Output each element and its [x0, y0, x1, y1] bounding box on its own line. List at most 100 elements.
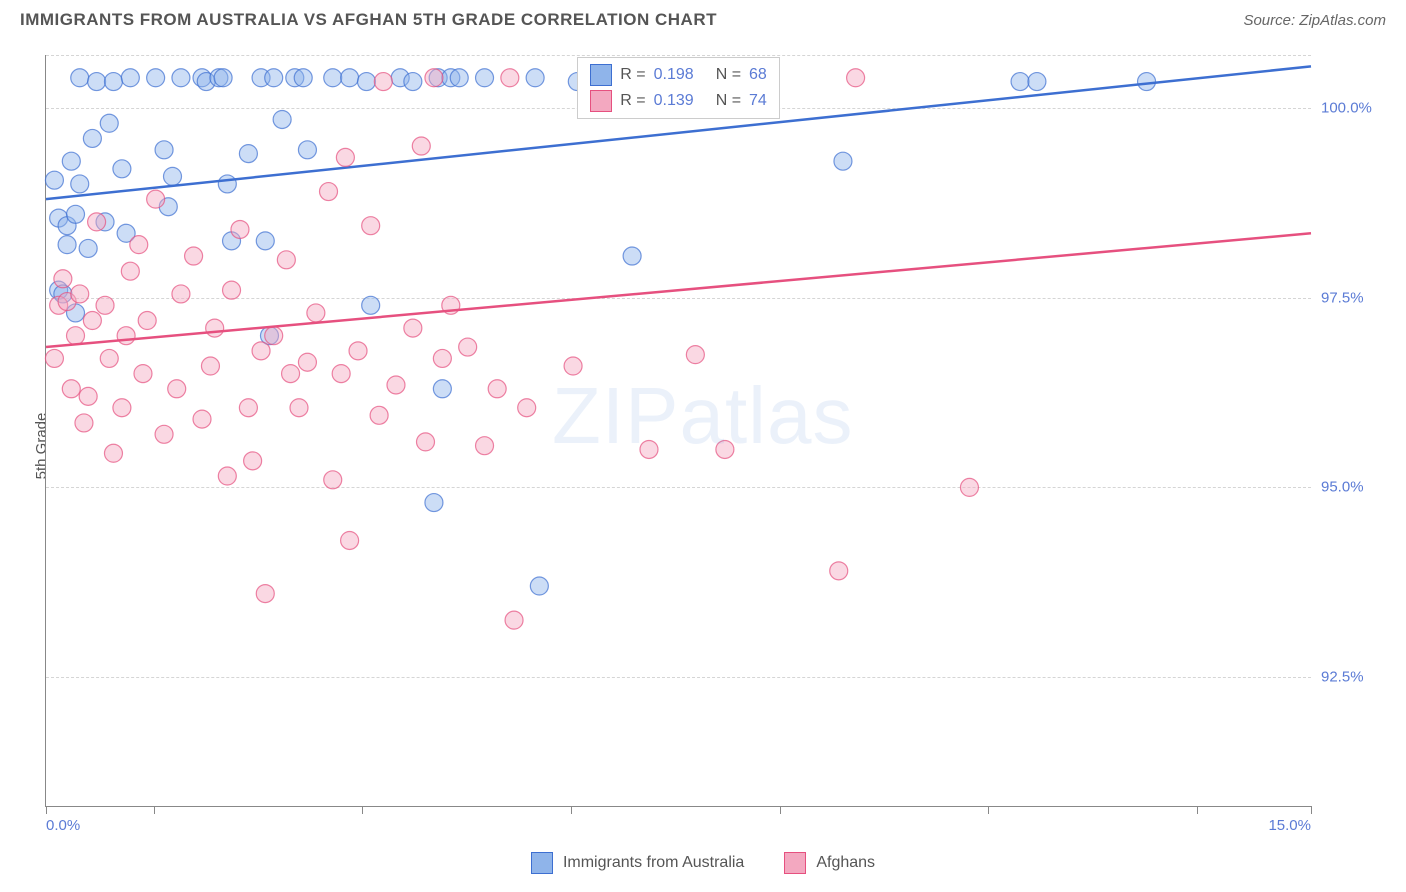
y-tick-label: 97.5% [1321, 289, 1393, 306]
data-point-afg [459, 338, 477, 356]
data-point-afg [320, 183, 338, 201]
data-point-afg [75, 414, 93, 432]
x-min-label: 0.0% [46, 817, 80, 834]
data-point-afg [298, 353, 316, 371]
data-point-afg [223, 281, 241, 299]
legend-item: Immigrants from Australia [531, 852, 744, 874]
data-point-aus [147, 69, 165, 87]
data-point-aus [341, 69, 359, 87]
data-point-afg [71, 285, 89, 303]
x-tick [780, 806, 781, 814]
data-point-afg [412, 137, 430, 155]
data-point-aus [324, 69, 342, 87]
data-point-afg [67, 327, 85, 345]
swatch-afg [590, 90, 612, 112]
data-point-afg [417, 433, 435, 451]
data-point-afg [830, 562, 848, 580]
data-point-afg [134, 365, 152, 383]
x-tick [988, 806, 989, 814]
data-point-aus [71, 175, 89, 193]
data-point-afg [96, 296, 114, 314]
data-point-afg [362, 217, 380, 235]
y-tick-label: 100.0% [1321, 100, 1393, 117]
data-point-aus [294, 69, 312, 87]
data-point-afg [45, 349, 63, 367]
scatter-plot [46, 55, 1311, 806]
data-point-aus [476, 69, 494, 87]
n-value: 68 [749, 66, 767, 84]
data-point-aus [83, 129, 101, 147]
r-label: R = [620, 66, 645, 84]
legend-swatch [531, 852, 553, 874]
data-point-afg [686, 346, 704, 364]
data-point-afg [147, 190, 165, 208]
stats-legend-box: R = 0.198N = 68R = 0.139N = 74 [577, 57, 780, 119]
data-point-aus [121, 69, 139, 87]
n-label: N = [716, 92, 741, 110]
x-tick [362, 806, 363, 814]
swatch-aus [590, 64, 612, 86]
data-point-afg [307, 304, 325, 322]
data-point-aus [265, 69, 283, 87]
data-point-afg [332, 365, 350, 383]
data-point-aus [62, 152, 80, 170]
legend-item: Afghans [784, 852, 875, 874]
data-point-afg [88, 213, 106, 231]
data-point-aus [88, 73, 106, 91]
data-point-aus [155, 141, 173, 159]
data-point-afg [404, 319, 422, 337]
data-point-afg [290, 399, 308, 417]
data-point-afg [387, 376, 405, 394]
legend-label: Afghans [816, 854, 875, 872]
data-point-aus [79, 239, 97, 257]
data-point-afg [336, 148, 354, 166]
data-point-afg [218, 467, 236, 485]
data-point-aus [58, 236, 76, 254]
y-tick-label: 92.5% [1321, 669, 1393, 686]
data-point-afg [265, 327, 283, 345]
data-point-afg [117, 327, 135, 345]
data-point-aus [273, 110, 291, 128]
data-point-aus [239, 145, 257, 163]
x-tick [571, 806, 572, 814]
x-max-label: 15.0% [1268, 817, 1311, 834]
data-point-afg [425, 69, 443, 87]
data-point-afg [640, 440, 658, 458]
source-label: Source: ZipAtlas.com [1243, 12, 1386, 29]
chart-title: IMMIGRANTS FROM AUSTRALIA VS AFGHAN 5TH … [20, 10, 717, 30]
data-point-afg [847, 69, 865, 87]
data-point-afg [121, 262, 139, 280]
data-point-aus [433, 380, 451, 398]
data-point-aus [100, 114, 118, 132]
data-point-afg [374, 73, 392, 91]
data-point-afg [244, 452, 262, 470]
data-point-afg [79, 387, 97, 405]
data-point-afg [201, 357, 219, 375]
data-point-afg [193, 410, 211, 428]
data-point-afg [324, 471, 342, 489]
data-point-afg [518, 399, 536, 417]
data-point-afg [113, 399, 131, 417]
chart-area: ZIPatlas 100.0%97.5%95.0%92.5% R = 0.198… [45, 55, 1311, 807]
r-label: R = [620, 92, 645, 110]
data-point-afg [370, 406, 388, 424]
data-point-aus [71, 69, 89, 87]
bottom-legend: Immigrants from Australia Afghans [0, 852, 1406, 874]
y-tick-label: 95.0% [1321, 479, 1393, 496]
data-point-aus [172, 69, 190, 87]
data-point-aus [104, 73, 122, 91]
data-point-afg [252, 342, 270, 360]
header: IMMIGRANTS FROM AUSTRALIA VS AFGHAN 5TH … [0, 0, 1406, 35]
data-point-aus [214, 69, 232, 87]
data-point-afg [130, 236, 148, 254]
data-point-aus [450, 69, 468, 87]
data-point-afg [256, 585, 274, 603]
data-point-afg [62, 380, 80, 398]
legend-swatch [784, 852, 806, 874]
data-point-aus [164, 167, 182, 185]
data-point-afg [282, 365, 300, 383]
data-point-afg [83, 312, 101, 330]
data-point-afg [54, 270, 72, 288]
data-point-afg [138, 312, 156, 330]
data-point-afg [505, 611, 523, 629]
